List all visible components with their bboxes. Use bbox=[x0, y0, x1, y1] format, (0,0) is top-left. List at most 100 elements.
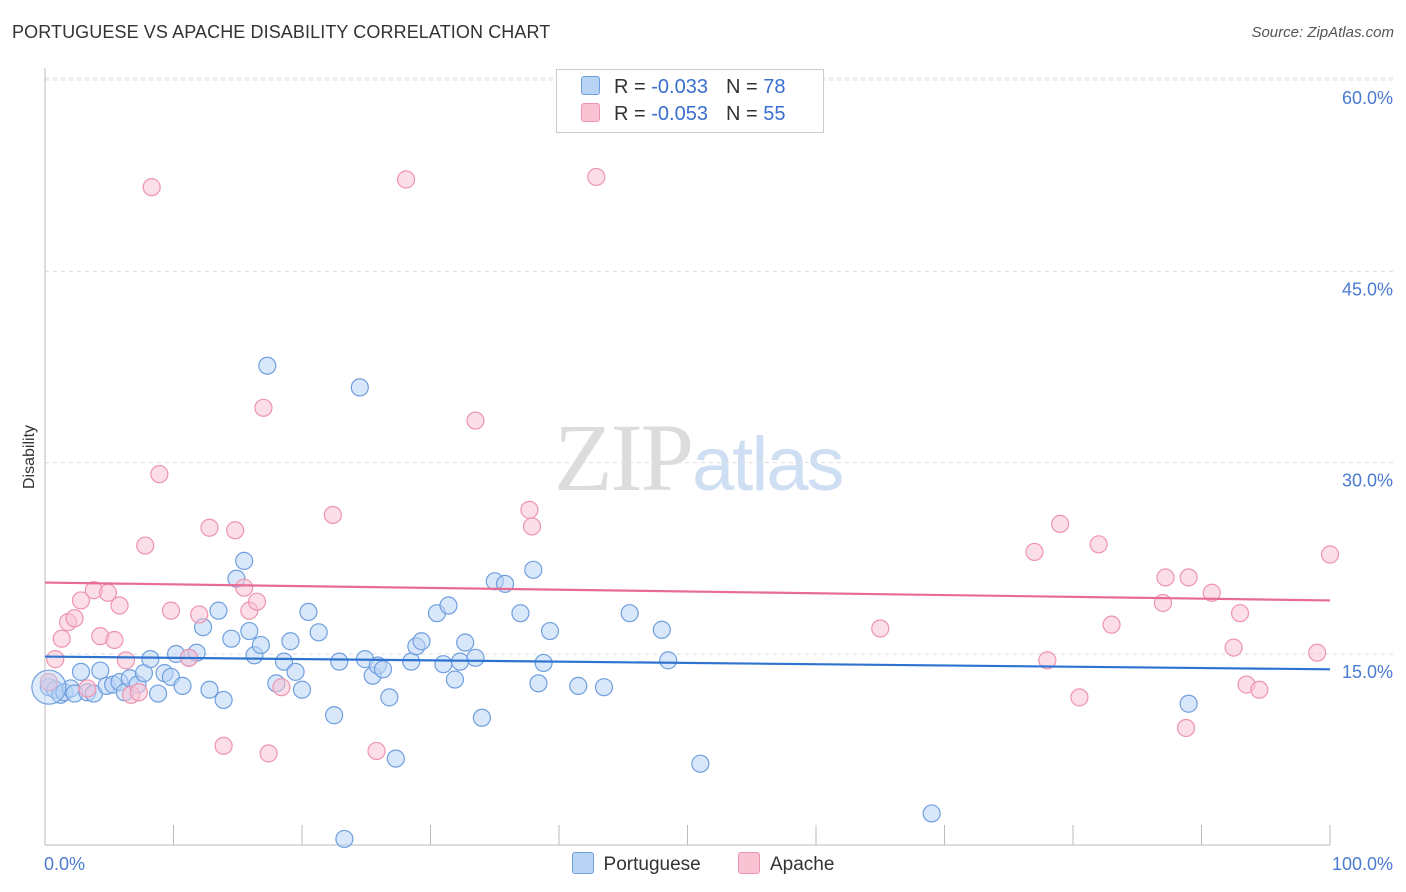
portuguese-point bbox=[281, 632, 300, 651]
apache-point bbox=[396, 170, 416, 189]
apache-point bbox=[39, 672, 58, 692]
legend-r-label: R = bbox=[614, 76, 652, 98]
legend-n-label: N = bbox=[725, 103, 764, 125]
apache-point bbox=[522, 517, 542, 536]
portuguese-point bbox=[222, 629, 241, 648]
apache-point bbox=[65, 609, 84, 628]
portuguese-point bbox=[380, 688, 399, 707]
series-legend-portuguese: Portuguese bbox=[571, 852, 701, 876]
portuguese-point bbox=[299, 602, 318, 622]
watermark-zip: ZIP bbox=[554, 404, 694, 511]
apache-point bbox=[871, 619, 890, 638]
portuguese-point bbox=[691, 754, 710, 773]
portuguese-point bbox=[445, 670, 465, 689]
portuguese-point bbox=[258, 356, 277, 375]
apache-point bbox=[323, 505, 342, 525]
x-tick-label: 100.0% bbox=[1332, 854, 1393, 874]
watermark: ZIPatlas bbox=[554, 402, 845, 513]
apache-point bbox=[1038, 651, 1057, 670]
portuguese-swatch bbox=[581, 76, 600, 95]
apache-point bbox=[259, 744, 278, 763]
portuguese-point bbox=[529, 674, 548, 693]
apache-legend-label: Apache bbox=[770, 854, 835, 875]
tick-labels: 15.0% 30.0% 45.0% 60.0% 0.0% 100.0% bbox=[44, 88, 1393, 874]
legend-n-value: 55 bbox=[763, 103, 786, 125]
apache-point bbox=[1156, 568, 1175, 587]
apache-point bbox=[587, 167, 606, 187]
portuguese-point bbox=[620, 604, 639, 623]
portuguese-point bbox=[412, 632, 431, 651]
series-legend-apache: Apache bbox=[738, 852, 834, 876]
portuguese-point bbox=[569, 676, 588, 695]
apache-point bbox=[466, 411, 485, 430]
legend-r-value: -0.053 bbox=[651, 103, 708, 125]
apache-trend-line bbox=[44, 581, 1331, 602]
portuguese-point bbox=[209, 601, 228, 620]
y-tick-label: 60.0% bbox=[1342, 88, 1393, 108]
portuguese-point bbox=[1179, 694, 1198, 713]
portuguese-point bbox=[325, 706, 344, 725]
apache-point bbox=[1089, 535, 1108, 554]
portuguese-trend-line bbox=[44, 655, 1331, 671]
y-tick-label: 15.0% bbox=[1342, 662, 1393, 682]
source-credit: Source: ZipAtlas.com bbox=[1251, 24, 1394, 41]
apache-point bbox=[190, 605, 209, 624]
legend-n-label: N = bbox=[725, 76, 764, 98]
apache-point bbox=[161, 601, 181, 620]
apache-point bbox=[1224, 638, 1243, 657]
portuguese-point bbox=[466, 648, 485, 667]
portuguese-point bbox=[235, 551, 254, 570]
apache-point bbox=[1102, 615, 1121, 634]
portuguese-point bbox=[594, 678, 614, 697]
apache-point bbox=[1070, 688, 1089, 707]
portuguese-point bbox=[309, 623, 328, 642]
portuguese-point bbox=[386, 749, 405, 768]
portuguese-legend-label: Portuguese bbox=[603, 854, 701, 875]
portuguese-point bbox=[373, 660, 393, 679]
apache-point bbox=[367, 741, 386, 761]
apache-point bbox=[129, 683, 148, 702]
legend-n-value: 78 bbox=[763, 76, 786, 98]
portuguese-point bbox=[91, 661, 110, 680]
portuguese-point bbox=[71, 662, 91, 681]
portuguese-point bbox=[472, 708, 491, 727]
apache-point bbox=[105, 630, 124, 650]
axes bbox=[44, 68, 1331, 846]
apache-point bbox=[1230, 604, 1250, 623]
portuguese-point bbox=[148, 684, 168, 703]
apache-point bbox=[52, 629, 71, 648]
apache-point bbox=[1176, 718, 1196, 738]
portuguese-point bbox=[200, 680, 219, 699]
y-tick-label: 30.0% bbox=[1342, 471, 1393, 491]
legend-row-apache: R = -0.053 N = 55 bbox=[581, 103, 785, 126]
portuguese-point bbox=[540, 621, 560, 641]
apache-point bbox=[110, 596, 129, 615]
apache-point bbox=[142, 178, 161, 197]
apache-point bbox=[1051, 514, 1070, 533]
portuguese-point bbox=[214, 690, 233, 710]
apache-point bbox=[247, 592, 267, 611]
apache-point bbox=[520, 500, 539, 519]
portuguese-legend-swatch bbox=[571, 852, 594, 874]
portuguese-point bbox=[534, 653, 553, 673]
apache-point bbox=[136, 536, 155, 555]
apache-point bbox=[272, 678, 291, 697]
portuguese-point bbox=[292, 680, 312, 699]
portuguese-point bbox=[330, 652, 349, 671]
portuguese-point bbox=[402, 652, 421, 671]
apache-swatch bbox=[581, 103, 600, 122]
portuguese-point bbox=[456, 633, 475, 652]
apache-point bbox=[71, 591, 91, 610]
portuguese-point bbox=[524, 560, 543, 579]
apache-point bbox=[150, 465, 169, 484]
legend-r-label: R = bbox=[614, 103, 652, 125]
portuguese-point bbox=[439, 596, 458, 615]
y-axis-label: Disability bbox=[21, 425, 38, 489]
x-tick-label: 0.0% bbox=[44, 854, 85, 874]
legend-row-portuguese: R = -0.033 N = 78 bbox=[581, 76, 785, 99]
portuguese-point bbox=[350, 378, 369, 397]
apache-point bbox=[1308, 643, 1327, 662]
apache-point bbox=[254, 398, 273, 417]
apache-point bbox=[1320, 545, 1340, 564]
